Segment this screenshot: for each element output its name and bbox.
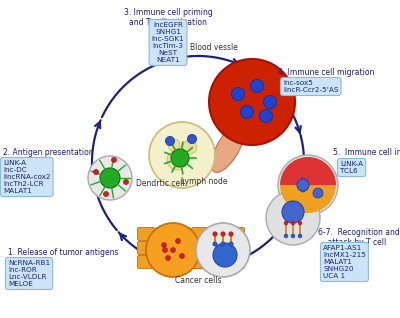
Circle shape bbox=[149, 122, 215, 188]
FancyBboxPatch shape bbox=[156, 255, 172, 268]
Text: lnc-sox5
lincR-Ccr2-5'AS: lnc-sox5 lincR-Ccr2-5'AS bbox=[283, 80, 338, 93]
Text: NcRNA-RB1
lnc-ROR
Lnc-VLDLR
MELOE: NcRNA-RB1 lnc-ROR Lnc-VLDLR MELOE bbox=[8, 260, 50, 287]
Circle shape bbox=[298, 221, 302, 225]
Text: Blood vessle: Blood vessle bbox=[190, 43, 238, 52]
Circle shape bbox=[250, 80, 264, 93]
FancyBboxPatch shape bbox=[156, 227, 172, 240]
FancyBboxPatch shape bbox=[192, 241, 208, 254]
Wedge shape bbox=[280, 157, 336, 185]
Text: LINK-A
lnc-DC
lincRNA-cox2
lncTh2-LCR
MALAT1: LINK-A lnc-DC lincRNA-cox2 lncTh2-LCR MA… bbox=[3, 160, 50, 194]
Circle shape bbox=[166, 136, 174, 146]
Circle shape bbox=[284, 221, 288, 225]
Text: LINK-A
TCL6: LINK-A TCL6 bbox=[340, 161, 363, 174]
Text: Dendrtic cell: Dendrtic cell bbox=[136, 178, 185, 188]
FancyBboxPatch shape bbox=[156, 241, 172, 254]
FancyBboxPatch shape bbox=[210, 241, 226, 254]
FancyBboxPatch shape bbox=[174, 255, 190, 268]
FancyBboxPatch shape bbox=[174, 241, 190, 254]
Circle shape bbox=[278, 155, 338, 215]
Text: Lymph node: Lymph node bbox=[181, 177, 227, 186]
Circle shape bbox=[112, 157, 116, 162]
Text: 2. Antigen presentation: 2. Antigen presentation bbox=[3, 148, 94, 157]
Wedge shape bbox=[280, 185, 336, 213]
Circle shape bbox=[171, 149, 189, 167]
Text: 4. Immune cell migration: 4. Immune cell migration bbox=[278, 68, 374, 77]
Text: lncEGFR
SNHG1
lnc-SGK1
lncTim-3
NeST
NEAT1: lncEGFR SNHG1 lnc-SGK1 lncTim-3 NeST NEA… bbox=[152, 22, 184, 63]
Circle shape bbox=[260, 109, 272, 122]
Circle shape bbox=[291, 234, 295, 238]
Circle shape bbox=[284, 234, 288, 238]
Circle shape bbox=[209, 59, 295, 145]
Circle shape bbox=[146, 223, 200, 277]
Circle shape bbox=[221, 232, 225, 236]
Circle shape bbox=[221, 242, 225, 246]
Circle shape bbox=[313, 188, 323, 198]
Circle shape bbox=[162, 243, 166, 247]
Text: 5.  Immune cell infiltration: 5. Immune cell infiltration bbox=[333, 148, 400, 157]
Circle shape bbox=[188, 135, 196, 143]
Circle shape bbox=[282, 201, 304, 223]
Ellipse shape bbox=[211, 124, 245, 172]
Circle shape bbox=[100, 168, 120, 188]
Circle shape bbox=[229, 242, 233, 246]
Circle shape bbox=[291, 221, 295, 225]
Circle shape bbox=[213, 242, 217, 246]
Circle shape bbox=[94, 169, 98, 175]
Circle shape bbox=[166, 255, 170, 260]
Circle shape bbox=[167, 150, 187, 170]
FancyBboxPatch shape bbox=[174, 227, 190, 240]
Circle shape bbox=[162, 247, 168, 252]
Circle shape bbox=[176, 238, 180, 244]
FancyBboxPatch shape bbox=[138, 241, 154, 254]
Circle shape bbox=[297, 179, 309, 191]
FancyBboxPatch shape bbox=[228, 227, 244, 240]
Text: Cancer cells: Cancer cells bbox=[175, 276, 221, 285]
Circle shape bbox=[180, 253, 184, 259]
FancyBboxPatch shape bbox=[192, 255, 208, 268]
Circle shape bbox=[229, 232, 233, 236]
Text: 1. Release of tumor antigens: 1. Release of tumor antigens bbox=[8, 248, 118, 257]
Circle shape bbox=[88, 156, 132, 200]
Text: 3. Immune cell priming
and T cell activation: 3. Immune cell priming and T cell activa… bbox=[124, 8, 212, 27]
Circle shape bbox=[170, 247, 176, 252]
FancyBboxPatch shape bbox=[192, 227, 208, 240]
Circle shape bbox=[196, 223, 250, 277]
Circle shape bbox=[240, 106, 254, 119]
Circle shape bbox=[264, 95, 276, 108]
Circle shape bbox=[266, 191, 320, 245]
FancyBboxPatch shape bbox=[228, 255, 244, 268]
Text: AFAP1-AS1
lncMX1-215
MALAT1
SNHG20
UCA 1: AFAP1-AS1 lncMX1-215 MALAT1 SNHG20 UCA 1 bbox=[323, 245, 366, 279]
FancyBboxPatch shape bbox=[138, 255, 154, 268]
Circle shape bbox=[298, 234, 302, 238]
Circle shape bbox=[213, 232, 217, 236]
FancyBboxPatch shape bbox=[210, 227, 226, 240]
Circle shape bbox=[104, 191, 108, 197]
Text: 6-7.  Recognition and
    attack by T cell: 6-7. Recognition and attack by T cell bbox=[318, 228, 400, 247]
Circle shape bbox=[183, 140, 197, 154]
Ellipse shape bbox=[299, 178, 307, 192]
Circle shape bbox=[232, 87, 244, 100]
Circle shape bbox=[168, 139, 180, 151]
FancyBboxPatch shape bbox=[210, 255, 226, 268]
FancyBboxPatch shape bbox=[138, 227, 154, 240]
Circle shape bbox=[213, 243, 237, 267]
FancyBboxPatch shape bbox=[228, 241, 244, 254]
Circle shape bbox=[124, 179, 128, 184]
